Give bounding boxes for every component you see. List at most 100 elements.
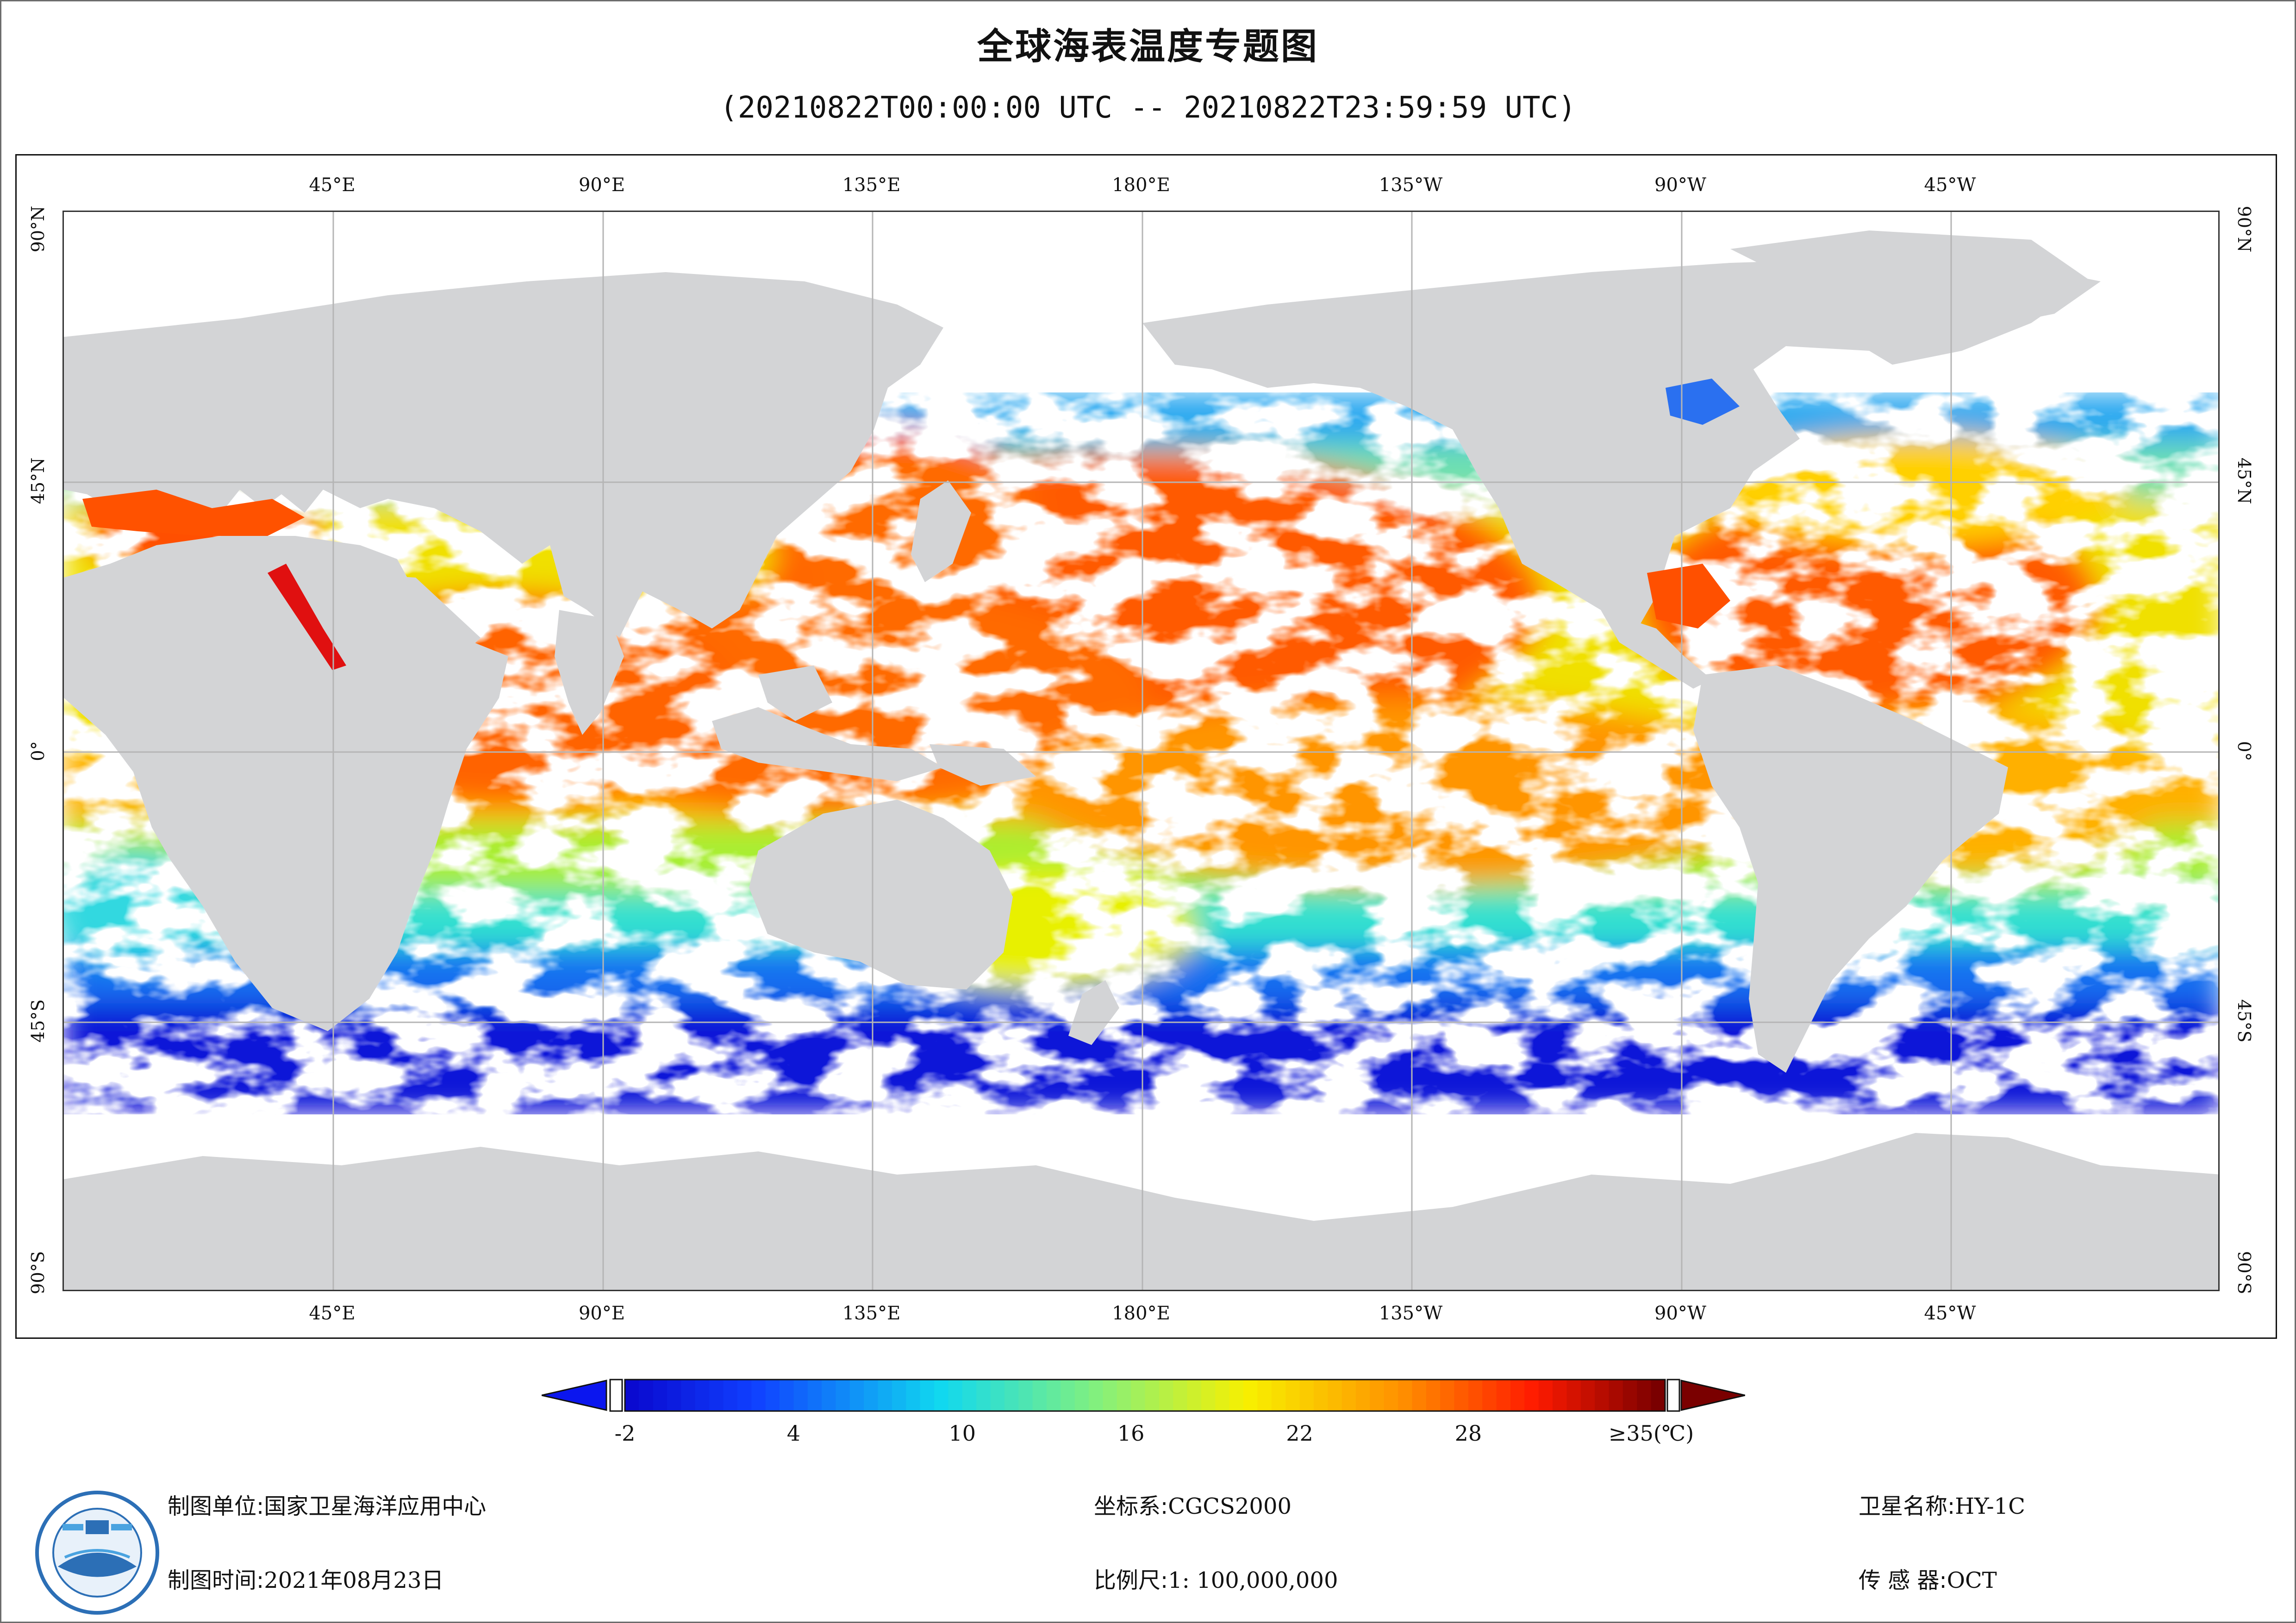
colorbar-cell	[1145, 1380, 1160, 1411]
production-time-value: 2021年08月23日	[264, 1567, 444, 1593]
production-unit-label: 制图单位:	[168, 1493, 264, 1519]
colorbar-tick-label: -2	[614, 1421, 636, 1446]
colorbar-cells	[625, 1380, 1666, 1411]
colorbar-cell	[1173, 1380, 1188, 1411]
colorbar-cell	[906, 1380, 921, 1411]
colorbar-cell	[1651, 1380, 1666, 1411]
colorbar-cell	[1046, 1380, 1061, 1411]
right-latitude-label: 0°	[2234, 740, 2254, 761]
top-longitude-label: 135°W	[1379, 174, 1443, 196]
colorbar-tick-label: 22	[1286, 1421, 1313, 1446]
bottom-longitude-label: 45°W	[1924, 1303, 1976, 1324]
colorbar-tick-label: 16	[1117, 1421, 1145, 1446]
map-title: 全球海表温度专题图	[977, 26, 1319, 68]
colorbar-cell	[667, 1380, 681, 1411]
map-outer-frame	[15, 154, 2277, 1339]
colorbar-cell	[1426, 1380, 1441, 1411]
colorbar-cell	[765, 1380, 780, 1411]
top-longitude-label: 45°E	[309, 174, 356, 196]
coordinate-system: 坐标系:CGCS2000	[1094, 1488, 1292, 1520]
right-latitude-label: 45°N	[2234, 457, 2254, 504]
colorbar-cell	[920, 1380, 935, 1411]
nsoas-satellite-logo-icon	[35, 1491, 159, 1615]
colorbar-cell	[1370, 1380, 1385, 1411]
colorbar-cell	[1004, 1380, 1019, 1411]
colorbar-cell	[1215, 1380, 1230, 1411]
colorbar-cell	[962, 1380, 977, 1411]
colorbar-cell	[1074, 1380, 1089, 1411]
production-unit-value: 国家卫星海洋应用中心	[264, 1493, 487, 1519]
colorbar-cell	[836, 1380, 850, 1411]
sensor-name: 传 感 器:OCT	[1859, 1562, 1997, 1594]
colorbar-cell	[1257, 1380, 1272, 1411]
satellite-name-value: HY-1C	[1955, 1493, 2025, 1519]
colorbar-low-arrow	[541, 1380, 607, 1411]
colorbar-cell	[1243, 1380, 1258, 1411]
colorbar-cell	[681, 1380, 696, 1411]
top-longitude-label: 90°W	[1654, 174, 1707, 196]
australia-land	[749, 800, 1013, 989]
colorbar-cell	[1117, 1380, 1131, 1411]
bottom-longitude-label: 90°E	[578, 1303, 625, 1324]
colorbar-tick-label: 28	[1454, 1421, 1482, 1446]
colorbar-tick-label: 4	[786, 1421, 801, 1446]
colorbar-cell	[976, 1380, 991, 1411]
colorbar	[541, 1377, 1746, 1423]
right-latitude-label: 90°S	[2234, 1251, 2254, 1294]
eurasia-land	[64, 272, 943, 638]
production-time: 制图时间:2021年08月23日	[168, 1562, 444, 1594]
bottom-longitude-label: 135°W	[1379, 1303, 1443, 1324]
hudson-bay	[1666, 379, 1740, 425]
colorbar-tick-labels: -2 4 10 16 22 28 ≥35(℃)	[0, 1421, 2296, 1449]
production-unit: 制图单位:国家卫星海洋应用中心	[168, 1488, 486, 1520]
colorbar-cell	[1131, 1380, 1145, 1411]
colorbar-cell	[1032, 1380, 1047, 1411]
sst-map-svg	[64, 212, 2218, 1290]
colorbar-cell	[990, 1380, 1005, 1411]
colorbar-cell	[1201, 1380, 1216, 1411]
colorbar-cell	[1398, 1380, 1412, 1411]
map-time-range: (20210822T00:00:00 UTC -- 20210822T23:59…	[720, 91, 1576, 125]
colorbar-cell	[1355, 1380, 1370, 1411]
left-latitude-label: 45°N	[28, 457, 48, 504]
coordinate-system-label: 坐标系:	[1094, 1493, 1168, 1519]
colorbar-tick-label: 10	[948, 1421, 976, 1446]
colorbar-cell	[780, 1380, 794, 1411]
left-latitude-label: 90°S	[28, 1251, 48, 1294]
colorbar-cell	[1609, 1380, 1623, 1411]
greenland-land	[1730, 230, 2091, 365]
colorbar-cell	[1285, 1380, 1300, 1411]
bottom-longitude-label: 45°E	[309, 1303, 356, 1324]
colorbar-cell	[1454, 1380, 1469, 1411]
north-america-land	[1142, 258, 2101, 628]
top-longitude-label: 45°W	[1924, 174, 1976, 196]
colorbar-cell	[751, 1380, 766, 1411]
bottom-longitude-label: 180°E	[1112, 1303, 1170, 1324]
colorbar-svg	[541, 1379, 1746, 1412]
japan-land	[911, 480, 971, 582]
colorbar-cell	[1328, 1380, 1342, 1411]
sensor-name-label: 传 感 器:	[1859, 1567, 1947, 1593]
colorbar-cell	[723, 1380, 738, 1411]
colorbar-cell	[709, 1380, 724, 1411]
india-land	[555, 610, 624, 735]
colorbar-cell	[793, 1380, 808, 1411]
bottom-longitude-label: 135°E	[842, 1303, 901, 1324]
colorbar-cell	[625, 1380, 639, 1411]
colorbar-cell	[1482, 1380, 1497, 1411]
colorbar-cell	[807, 1380, 822, 1411]
colorbar-cell	[1595, 1380, 1610, 1411]
left-latitude-label: 90°N	[28, 205, 48, 253]
arabia-land	[332, 573, 480, 675]
colorbar-cell	[1384, 1380, 1398, 1411]
colorbar-cell	[1061, 1380, 1075, 1411]
colorbar-cell	[1580, 1380, 1595, 1411]
colorbar-cell	[948, 1380, 963, 1411]
colorbar-cell	[1313, 1380, 1328, 1411]
colorbar-cell	[695, 1380, 710, 1411]
sensor-name-value: OCT	[1947, 1567, 1997, 1593]
colorbar-cell	[892, 1380, 906, 1411]
colorbar-cell	[934, 1380, 948, 1411]
inland-seas	[82, 379, 1740, 670]
